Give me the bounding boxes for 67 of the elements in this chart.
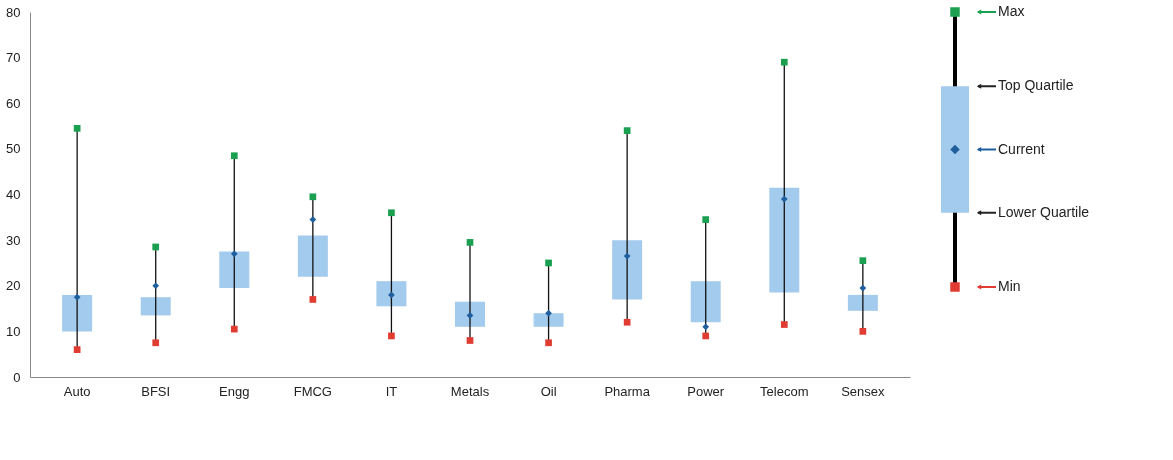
point [859, 284, 867, 292]
point [859, 328, 867, 335]
bar [219, 251, 250, 289]
x-tick-label: Pharma [604, 383, 651, 399]
x-tick-label: BFSI [141, 383, 171, 399]
bar [612, 240, 643, 300]
text: Top Quartile [998, 77, 1074, 94]
point [859, 257, 867, 265]
point [152, 339, 160, 347]
point [702, 332, 710, 340]
x-tick-label: FMCG [293, 383, 332, 399]
point [230, 325, 238, 333]
x-tick-label: Telecom [760, 383, 809, 399]
point [388, 209, 395, 217]
x-tick-label: Auto [63, 383, 91, 399]
legend-label: Current [998, 140, 1045, 157]
point [309, 296, 317, 303]
y-tick-label: 40 [6, 187, 21, 202]
bar [62, 294, 93, 332]
point [702, 323, 710, 331]
y-tick-label: 30 [6, 232, 21, 248]
point [152, 243, 160, 251]
point [388, 332, 395, 340]
point [780, 195, 788, 203]
y-tick-label: 80 [6, 4, 21, 20]
bar [140, 297, 171, 316]
point [309, 216, 317, 223]
point [545, 339, 552, 347]
point [702, 216, 710, 223]
x-tick-label: Power [687, 383, 725, 399]
point [73, 346, 81, 353]
point [230, 250, 238, 258]
point [545, 309, 552, 317]
x-tick-label: Sensex [841, 383, 886, 399]
bar [847, 294, 878, 311]
bar [376, 281, 407, 307]
point [73, 124, 81, 132]
x-tick-label: Engg [219, 383, 250, 399]
point [623, 318, 631, 326]
y-tick-label: 50 [6, 141, 21, 157]
point [545, 259, 552, 267]
y-tick-label: 10 [6, 323, 21, 339]
point [152, 282, 160, 290]
bar [769, 187, 800, 293]
bar [455, 301, 485, 327]
y-tick-label: 60 [6, 95, 21, 111]
bar [533, 313, 564, 327]
point [230, 152, 238, 160]
point [73, 293, 81, 301]
y-tick-label: 70 [6, 50, 21, 66]
x-tick-label: Metals [450, 383, 490, 399]
legend-label: Max [998, 3, 1025, 19]
point [309, 193, 317, 201]
point [780, 58, 788, 66]
text: Lower Quartile [998, 203, 1090, 220]
x-tick-label: Oil [540, 383, 557, 399]
x-tick-label: IT [385, 383, 398, 399]
bar [297, 235, 328, 277]
y-tick-label: 20 [6, 278, 21, 294]
point [623, 252, 631, 260]
point [466, 337, 474, 344]
point [623, 127, 631, 134]
bar [690, 281, 721, 323]
point [466, 239, 474, 246]
legend-label: Min [998, 278, 1021, 294]
y-tick-label: 0 [13, 369, 21, 385]
point [780, 321, 788, 328]
